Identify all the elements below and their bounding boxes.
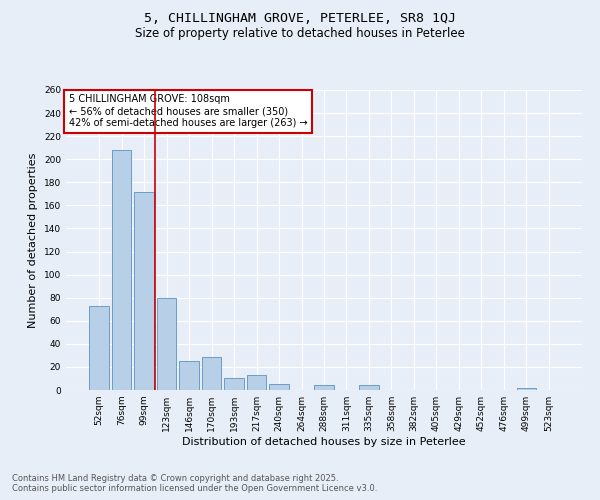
Bar <box>517 388 536 390</box>
X-axis label: Distribution of detached houses by size in Peterlee: Distribution of detached houses by size … <box>182 437 466 447</box>
Bar <box>134 192 154 390</box>
Y-axis label: Number of detached properties: Number of detached properties <box>28 152 38 328</box>
Bar <box>359 386 379 390</box>
Text: Contains HM Land Registry data © Crown copyright and database right 2025.: Contains HM Land Registry data © Crown c… <box>12 474 338 483</box>
Text: 5, CHILLINGHAM GROVE, PETERLEE, SR8 1QJ: 5, CHILLINGHAM GROVE, PETERLEE, SR8 1QJ <box>144 12 456 26</box>
Bar <box>224 378 244 390</box>
Bar <box>89 306 109 390</box>
Bar <box>202 356 221 390</box>
Bar <box>179 361 199 390</box>
Bar <box>247 375 266 390</box>
Bar <box>112 150 131 390</box>
Text: Size of property relative to detached houses in Peterlee: Size of property relative to detached ho… <box>135 28 465 40</box>
Bar <box>269 384 289 390</box>
Bar <box>157 298 176 390</box>
Text: 5 CHILLINGHAM GROVE: 108sqm
← 56% of detached houses are smaller (350)
42% of se: 5 CHILLINGHAM GROVE: 108sqm ← 56% of det… <box>68 94 307 128</box>
Text: Contains public sector information licensed under the Open Government Licence v3: Contains public sector information licen… <box>12 484 377 493</box>
Bar <box>314 386 334 390</box>
